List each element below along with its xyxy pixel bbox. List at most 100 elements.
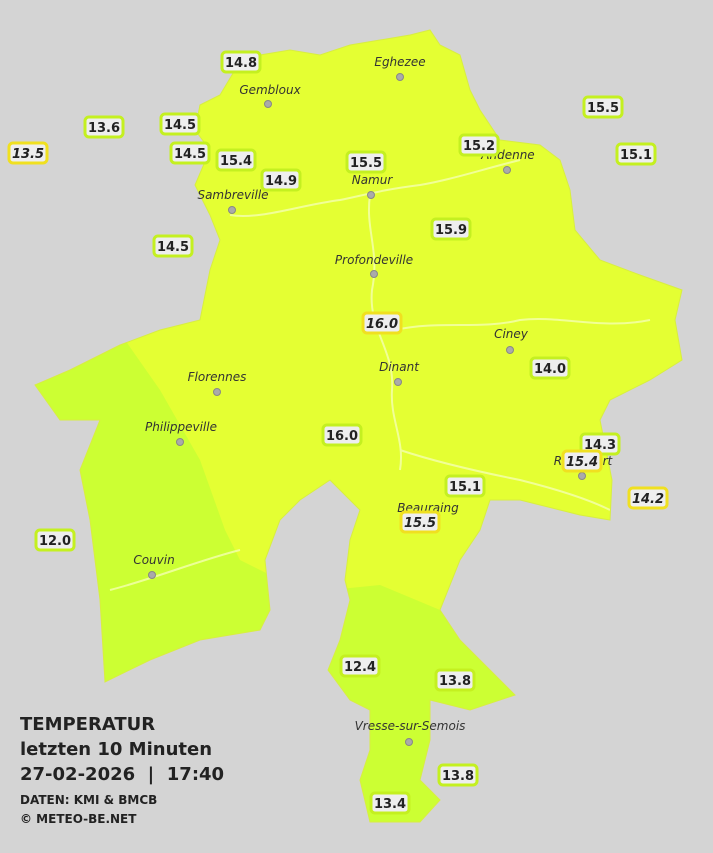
station-value: 15.5 — [587, 101, 619, 116]
station-value: 12.4 — [344, 660, 376, 675]
city-label: Couvin — [133, 553, 174, 567]
station-value: 15.9 — [435, 223, 467, 238]
city-dot — [506, 346, 514, 354]
station: 13.6 — [83, 115, 125, 139]
station-box — [345, 150, 387, 174]
station: 15.1 — [444, 474, 486, 498]
legend-source: DATEN: KMI & BMCB — [20, 793, 157, 807]
station: 13.8 — [437, 763, 479, 787]
station: 14.0 — [529, 356, 571, 380]
station: 12.4 — [339, 654, 381, 678]
station: 14.2 — [627, 486, 669, 510]
city-dot — [394, 378, 402, 386]
station: 15.2 — [458, 133, 500, 157]
station-box — [220, 50, 262, 74]
station-box — [582, 95, 624, 119]
station: 14.8 — [220, 50, 262, 74]
station-box — [7, 141, 49, 165]
province-border — [34, 29, 683, 823]
station: 15.1 — [615, 142, 657, 166]
station-value: 15.1 — [449, 480, 481, 495]
station-box — [321, 423, 363, 447]
station: 15.4 — [561, 449, 603, 473]
station: 12.0 — [34, 528, 76, 552]
city-label: Eghezee — [374, 55, 425, 69]
station-box — [627, 486, 669, 510]
city-dot — [578, 472, 586, 480]
station-box — [434, 668, 476, 692]
station-value: 15.2 — [463, 139, 495, 154]
city-dot — [228, 206, 236, 214]
station-box — [458, 133, 500, 157]
city-dot — [370, 270, 378, 278]
station: 14.5 — [159, 112, 201, 136]
station-box — [615, 142, 657, 166]
city-dot — [176, 438, 184, 446]
station-value: 14.8 — [225, 56, 257, 71]
station: 14.5 — [169, 141, 211, 165]
legend-datetime: 27-02-2026 | 17:40 — [20, 764, 224, 785]
city-label: Profondeville — [335, 253, 413, 267]
station-value: 15.4 — [566, 455, 598, 470]
city-dot — [503, 166, 511, 174]
legend-period: letzten 10 Minuten — [20, 739, 212, 760]
station: 16.0 — [361, 311, 403, 335]
city-dot — [367, 191, 375, 199]
station-value: 16.0 — [366, 317, 398, 332]
city-label: Philippeville — [145, 420, 217, 434]
station-box — [34, 528, 76, 552]
station: 14.5 — [152, 234, 194, 258]
station: 15.4 — [215, 148, 257, 172]
station-box — [152, 234, 194, 258]
station-value: 13.8 — [442, 769, 474, 784]
station-box — [399, 510, 441, 534]
station-value: 15.5 — [350, 156, 382, 171]
station-box — [169, 141, 211, 165]
river — [109, 159, 651, 591]
city-label: Namur — [352, 173, 394, 187]
station-value: 14.2 — [632, 492, 664, 507]
city-label: Dinant — [379, 360, 420, 374]
station-value: 14.5 — [174, 147, 206, 162]
station-box — [260, 168, 302, 192]
city-label: Florennes — [188, 370, 247, 384]
station: 13.8 — [434, 668, 476, 692]
station-box — [444, 474, 486, 498]
station-box — [159, 112, 201, 136]
station-box — [430, 217, 472, 241]
station-box — [361, 311, 403, 335]
station-value: 14.3 — [584, 438, 616, 453]
city-label: Sambreville — [197, 188, 268, 202]
station-value: 14.5 — [157, 240, 189, 255]
station-box — [561, 449, 603, 473]
station-value: 13.5 — [12, 147, 44, 162]
station-value: 13.4 — [374, 797, 406, 812]
city-label: Vresse-sur-Semois — [355, 719, 466, 733]
station: 13.5 — [7, 141, 49, 165]
station: 15.5 — [345, 150, 387, 174]
station-value: 15.5 — [404, 516, 436, 531]
city-label: Ciney — [494, 327, 529, 341]
station-box — [437, 763, 479, 787]
station-box — [369, 791, 411, 815]
city-label: Gembloux — [239, 83, 301, 97]
station: 15.5 — [582, 95, 624, 119]
station-box — [215, 148, 257, 172]
city-dot — [264, 100, 272, 108]
station-box — [529, 356, 571, 380]
station-box — [339, 654, 381, 678]
station-value: 15.1 — [620, 148, 652, 163]
city-dot — [213, 388, 221, 396]
station-value: 14.5 — [164, 118, 196, 133]
city-dot — [405, 738, 413, 746]
station-value: 12.0 — [39, 534, 71, 549]
station: 14.3 — [579, 432, 621, 456]
station: 16.0 — [321, 423, 363, 447]
station: 15.9 — [430, 217, 472, 241]
station-box — [83, 115, 125, 139]
city-dot — [396, 73, 404, 81]
station: 14.9 — [260, 168, 302, 192]
station: 15.5 — [399, 510, 441, 534]
legend-title: TEMPERATUR — [20, 714, 155, 735]
